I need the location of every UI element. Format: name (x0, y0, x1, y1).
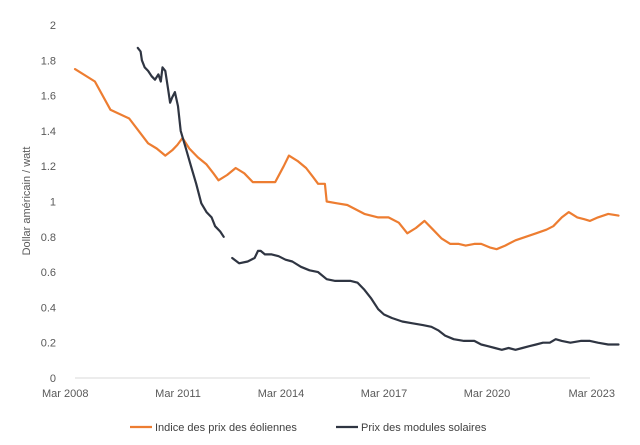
y-tick-label: 1.6 (41, 91, 56, 103)
y-tick-label: 1.8 (41, 55, 56, 67)
y-tick-label: 1.4 (41, 126, 56, 138)
series-lines (73, 46, 620, 351)
x-tick-label: Mar 2011 (155, 388, 201, 400)
x-tick-label: Mar 2023 (569, 388, 615, 400)
y-tick-label: 1 (50, 197, 56, 209)
x-tick-label: Mar 2020 (464, 388, 510, 400)
series-line-solar-module-price (136, 46, 620, 351)
x-tick-label: Mar 2008 (42, 388, 88, 400)
y-axis-title: Dollar américain / watt (21, 147, 33, 256)
legend-label: Indice des prix des éoliennes (155, 422, 297, 434)
x-tick-label: Mar 2014 (258, 388, 304, 400)
legend-label: Prix des modules solaires (361, 422, 487, 434)
y-tick-label: 0.8 (41, 232, 56, 244)
x-axis-ticks: Mar 2008 Mar 2011 Mar 2014 Mar 2017 Mar 2020… (42, 388, 615, 400)
y-tick-label: 0.2 (41, 338, 56, 350)
y-tick-label: 0.4 (41, 302, 56, 314)
y-tick-label: 0.6 (41, 267, 56, 279)
y-tick-label: 1.2 (41, 161, 56, 173)
y-tick-label: 2 (50, 20, 56, 32)
x-tick-label: Mar 2017 (361, 388, 407, 400)
legend: Indice des prix des éoliennes Prix des mo… (130, 422, 487, 434)
y-tick-label: 0 (50, 373, 56, 385)
y-axis-ticks: 0 0.2 0.4 0.6 0.8 1 1.2 1.4 1.6 1.8 2 (41, 20, 56, 385)
series-line-wind-turbine-price-index (73, 68, 620, 251)
